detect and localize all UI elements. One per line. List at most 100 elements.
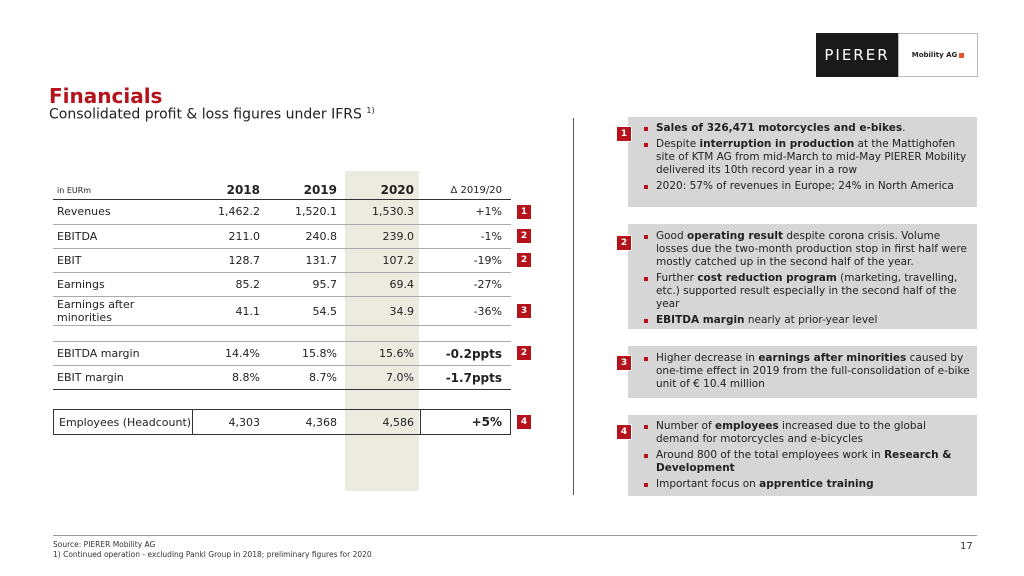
row-divider: [53, 389, 511, 390]
cell-2019: 131.7: [305, 254, 338, 267]
year-header-2018: 2018: [226, 183, 260, 197]
commentary-list-1: Sales of 326,471 motorcycles and e-bikes…: [640, 122, 972, 196]
cell-2018: 4,303: [228, 416, 261, 429]
row-label: Employees (Headcount): [59, 416, 192, 429]
cell-delta: -19%: [473, 254, 502, 267]
box-badge-1: 1: [616, 126, 632, 142]
commentary-list-3: Higher decrease in earnings after minori…: [640, 352, 972, 394]
row-label: EBIT margin: [57, 371, 124, 384]
badge-2: 2: [517, 253, 531, 267]
cell-2019: 8.7%: [309, 371, 337, 384]
cell-2019: 95.7: [312, 278, 338, 291]
year-header-2020: 2020: [380, 183, 414, 197]
cell-2020: 107.2: [382, 254, 415, 267]
row-divider: [53, 224, 511, 225]
cell-delta: +1%: [475, 205, 502, 218]
footnote-line: 1) Continued operation - excluding Pankl…: [53, 550, 372, 559]
cell-2018: 128.7: [228, 254, 261, 267]
highlight-column-2020: [345, 171, 419, 491]
badge-2: 2: [517, 229, 531, 243]
cell-2020: 69.4: [389, 278, 415, 291]
row-label: EBITDA: [57, 230, 98, 243]
badge-1: 1: [517, 205, 531, 219]
row-label: Earnings: [57, 278, 105, 291]
cell-delta: -27%: [473, 278, 502, 291]
employees-row-frame: [53, 409, 511, 435]
commentary-box-2: [628, 224, 977, 329]
commentary-list-4: Number of employees increased due to the…: [640, 420, 972, 494]
box-badge-3: 3: [616, 355, 632, 371]
cell-2020: 15.6%: [379, 347, 414, 360]
source-line: Source: PIERER Mobility AG: [53, 540, 156, 549]
bullet-item: 2020: 57% of revenues in Europe; 24% in …: [640, 180, 972, 193]
bullet-item: Despite interruption in production at th…: [640, 138, 972, 177]
row-label: EBITDA margin: [57, 347, 140, 360]
cell-delta: -0.2ppts: [445, 347, 502, 361]
cell-2018: 211.0: [228, 230, 261, 243]
commentary-box-3: [628, 346, 977, 398]
cell-2018: 14.4%: [225, 347, 260, 360]
section-divider: [573, 118, 574, 495]
box-badge-4: 4: [616, 424, 632, 440]
bullet-item: Sales of 326,471 motorcycles and e-bikes…: [640, 122, 972, 135]
cell-2020: 34.9: [389, 305, 415, 318]
bullet-item: Number of employees increased due to the…: [640, 420, 972, 446]
unit-label: in EURm: [57, 186, 92, 195]
cell-2019: 54.5: [312, 305, 338, 318]
header-divider: [53, 199, 511, 200]
row-divider: [53, 272, 511, 273]
cell-2020: 7.0%: [386, 371, 414, 384]
footer-divider: [53, 535, 977, 536]
commentary-box-1: [628, 117, 977, 207]
subtitle-text: Consolidated profit & loss figures under…: [49, 106, 362, 123]
cell-2018: 1,462.2: [218, 205, 260, 218]
cell-2020: 1,530.3: [372, 205, 414, 218]
cell-2018: 41.1: [235, 305, 261, 318]
bullet-item: Higher decrease in earnings after minori…: [640, 352, 972, 391]
footer-source: Source: PIERER Mobility AG 1) Continued …: [53, 540, 372, 560]
logo-pierer: PIERER: [816, 33, 898, 77]
cell-divider: [420, 409, 421, 434]
year-header-2019: 2019: [303, 183, 337, 197]
cell-2020: 4,586: [382, 416, 415, 429]
cell-delta: -1%: [480, 230, 502, 243]
commentary-list-2: Good operating result despite corona cri…: [640, 230, 972, 330]
row-divider: [53, 365, 511, 366]
badge-3: 3: [517, 304, 531, 318]
cell-2019: 4,368: [305, 416, 338, 429]
page-title: Financials: [49, 84, 163, 108]
badge-4: 4: [517, 415, 531, 429]
row-label: Earnings after minorities: [57, 298, 135, 324]
row-divider: [53, 248, 511, 249]
bullet-item: Important focus on apprentice training: [640, 478, 972, 491]
cell-delta: -36%: [473, 305, 502, 318]
bullet-item: Good operating result despite corona cri…: [640, 230, 972, 269]
logo-mobility-text: Mobility AG: [911, 51, 958, 59]
row-label: Revenues: [57, 205, 111, 218]
page-number: 17: [960, 541, 973, 552]
bullet-item: Further cost reduction program (marketin…: [640, 272, 972, 311]
box-badge-2: 2: [616, 235, 632, 251]
cell-divider: [192, 409, 193, 434]
cell-2019: 1,520.1: [295, 205, 337, 218]
cell-delta: +5%: [471, 415, 502, 429]
row-divider: [53, 341, 511, 342]
page-subtitle: Consolidated profit & loss figures under…: [49, 106, 375, 123]
bullet-item: EBITDA margin nearly at prior-year level: [640, 314, 972, 327]
cell-delta: -1.7ppts: [445, 371, 502, 385]
cell-2020: 239.0: [382, 230, 415, 243]
subtitle-footnote-mark: 1): [366, 106, 375, 115]
badge-2: 2: [517, 346, 531, 360]
cell-2019: 15.8%: [302, 347, 337, 360]
cell-2019: 240.8: [305, 230, 338, 243]
logo-mobility-ag: Mobility AG: [898, 33, 978, 77]
delta-header: Δ 2019/20: [450, 185, 502, 196]
logo-square-icon: [959, 52, 965, 58]
row-label: EBIT: [57, 254, 82, 267]
row-divider: [53, 325, 511, 326]
cell-2018: 8.8%: [232, 371, 260, 384]
row-divider: [53, 296, 511, 297]
commentary-box-4: [628, 415, 977, 496]
cell-2018: 85.2: [235, 278, 261, 291]
bullet-item: Around 800 of the total employees work i…: [640, 449, 972, 475]
